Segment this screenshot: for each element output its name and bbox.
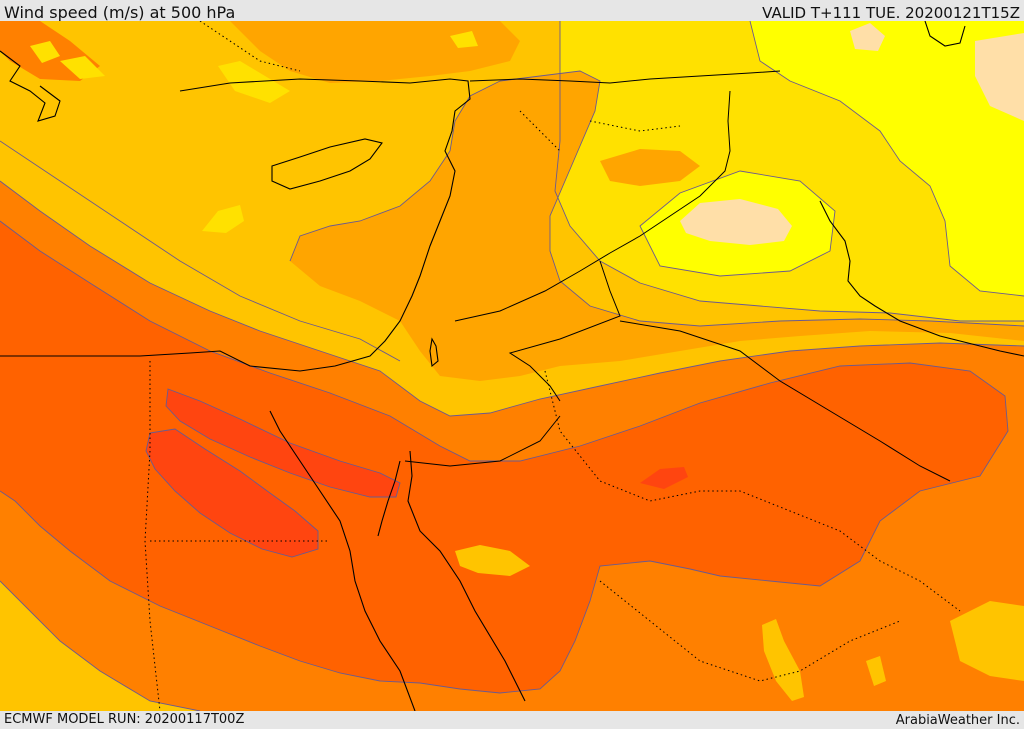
coastline xyxy=(0,78,471,372)
band-red-orange-core xyxy=(146,429,318,557)
contour-line xyxy=(0,140,401,362)
dotted-line xyxy=(599,580,901,682)
wind-speed-contours xyxy=(0,21,1024,711)
border-line xyxy=(508,260,621,402)
footer-bar: ECMWF MODEL RUN: 20200117T00Z ArabiaWeat… xyxy=(0,711,1024,729)
coastline xyxy=(377,460,401,537)
patch-yellow-north xyxy=(450,31,478,48)
band-yellow-bright xyxy=(750,21,1024,296)
patch-gold-yemen xyxy=(762,619,804,701)
coastline xyxy=(429,337,439,368)
political-borders xyxy=(404,70,951,482)
contour-line xyxy=(145,428,319,558)
border-line xyxy=(404,415,561,467)
dotted-line xyxy=(144,361,161,711)
patch-yellow-west xyxy=(30,41,290,103)
patch-lightest-ne xyxy=(975,33,1024,121)
contour-line xyxy=(749,21,1024,297)
contour-line xyxy=(639,170,836,277)
patch-yellow-cyprus-south xyxy=(202,205,244,233)
contour-line xyxy=(554,21,1024,322)
dotted-line xyxy=(199,21,681,152)
band-dark-orange xyxy=(0,221,1008,693)
coastline xyxy=(269,410,416,711)
map-title: Wind speed (m/s) at 500 hPa xyxy=(4,3,236,22)
patch-red-orange-arabia xyxy=(640,467,688,489)
credit-label: ArabiaWeather Inc. xyxy=(895,713,1020,728)
band-amber xyxy=(290,71,1024,381)
band-amber-north xyxy=(230,21,520,83)
coastline xyxy=(924,21,966,47)
valid-time-label: VALID T+111 TUE. 20200121T15Z xyxy=(762,4,1020,22)
border-line xyxy=(619,320,951,482)
coastlines xyxy=(0,21,1024,711)
border-line xyxy=(469,70,781,84)
patch-gold-south-east xyxy=(950,601,1024,681)
contour-line xyxy=(289,70,1024,327)
dotted-boundaries xyxy=(144,21,961,711)
patch-lightest-center xyxy=(680,199,792,245)
coastline xyxy=(0,50,61,122)
coastline xyxy=(819,200,1024,357)
band-red-orange-strip xyxy=(166,389,400,497)
coastline xyxy=(407,450,526,702)
contour-line xyxy=(0,220,1009,694)
patch-gold-oman xyxy=(866,656,886,686)
dotted-line xyxy=(544,370,961,612)
wind-speed-map xyxy=(0,21,1024,711)
patch-gold-sudan xyxy=(455,545,530,576)
patch-lightest-n xyxy=(850,23,885,51)
border-line xyxy=(454,90,731,322)
contour-line xyxy=(0,180,1024,417)
band-amber-northeast xyxy=(600,149,700,186)
coastline xyxy=(271,138,383,190)
patch-gold-south-west xyxy=(0,581,200,711)
header-bar: Wind speed (m/s) at 500 hPa VALID T+111 … xyxy=(0,0,1024,22)
contour-line xyxy=(0,580,201,711)
model-run-label: ECMWF MODEL RUN: 20200117T00Z xyxy=(4,712,245,727)
contour-line xyxy=(165,388,401,498)
